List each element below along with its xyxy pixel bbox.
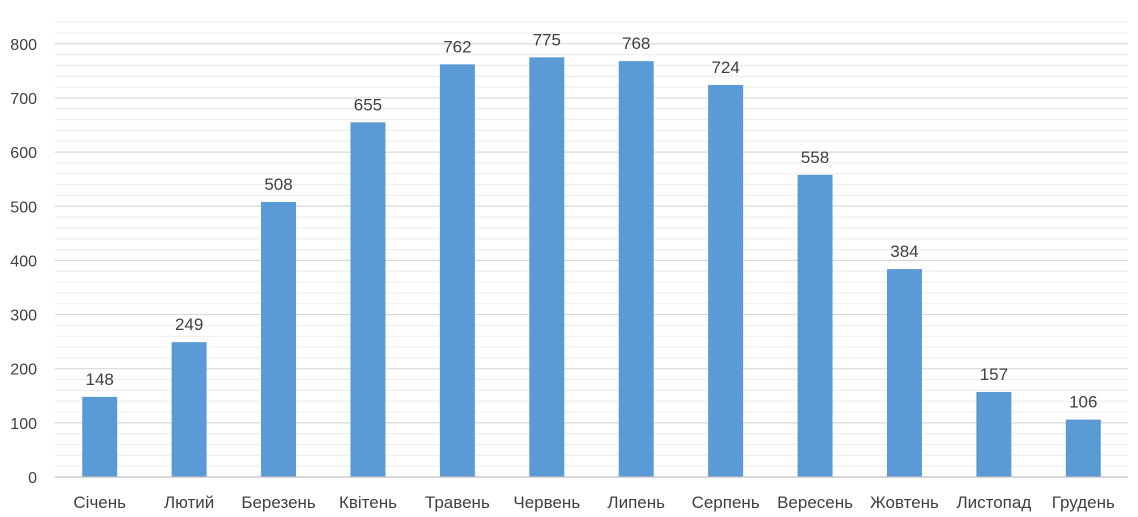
x-axis: Січень Лютий Березень Квітень Травень Червень… (55, 476, 1128, 512)
y-tick-label: 700 (10, 91, 37, 108)
x-tick-label: Травень (425, 493, 490, 512)
x-tick-label: Грудень (1052, 493, 1115, 512)
data-label: 508 (264, 175, 292, 194)
x-tick-label: Вересень (777, 493, 853, 512)
data-label: 249 (175, 315, 203, 334)
grid-lines (55, 21, 1128, 467)
bar (350, 122, 386, 477)
bars (82, 57, 1101, 478)
x-tick-label: Червень (513, 493, 580, 512)
data-labels: 148 249 508 655 762 775 768 724 558 384 157 106 (86, 30, 1098, 411)
bar (1065, 419, 1101, 477)
bar (797, 174, 833, 477)
bar (886, 269, 922, 477)
x-tick-label: Квітень (339, 493, 397, 512)
bar (529, 57, 565, 478)
bar (976, 391, 1012, 477)
data-label: 724 (711, 58, 739, 77)
data-label: 775 (533, 30, 561, 49)
bar (261, 201, 297, 477)
y-tick-label: 400 (10, 253, 37, 270)
data-label: 157 (980, 365, 1008, 384)
bar (82, 396, 118, 477)
x-tick-label: Січень (73, 493, 126, 512)
data-label: 558 (801, 148, 829, 167)
bar (708, 84, 744, 477)
x-tick-label: Березень (241, 493, 316, 512)
x-tick-label: Серпень (692, 493, 760, 512)
data-label: 148 (86, 370, 114, 389)
x-tick-label: Лютий (164, 493, 214, 512)
y-tick-label: 600 (10, 145, 37, 162)
x-tick-label: Жовтень (870, 493, 939, 512)
data-label: 655 (354, 95, 382, 114)
bar (439, 64, 475, 477)
y-tick-label: 200 (10, 362, 37, 379)
data-label: 768 (622, 34, 650, 53)
y-tick-label: 500 (10, 199, 37, 216)
y-tick-label: 100 (10, 416, 37, 433)
data-label: 106 (1069, 393, 1097, 412)
bar (171, 342, 207, 477)
y-axis: 0 100 200 300 400 500 600 700 800 (10, 37, 37, 487)
data-label: 762 (443, 37, 471, 56)
y-tick-label: 800 (10, 37, 37, 54)
x-tick-label: Листопад (956, 493, 1031, 512)
data-label: 384 (890, 242, 918, 261)
bar (618, 61, 654, 478)
y-tick-label: 300 (10, 308, 37, 325)
x-tick-label: Липень (607, 493, 665, 512)
y-tick-label: 0 (28, 470, 37, 487)
